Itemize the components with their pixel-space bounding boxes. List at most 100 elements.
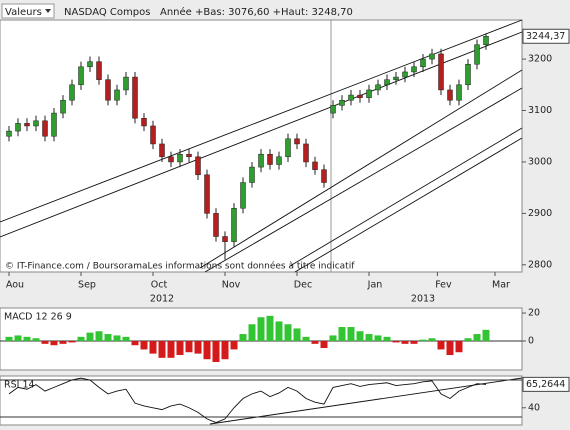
candle-body [321,169,327,183]
candle-body [267,153,273,165]
macd-bar [293,328,301,342]
macd-bar [464,338,472,342]
trend-line [199,69,523,269]
candle-body [393,76,399,80]
x-tick-label: Aou [6,280,24,291]
candle-body [186,153,192,158]
candle-body [429,53,435,60]
macd-bar [455,341,463,353]
candle-body [330,105,336,114]
candle-body [465,63,471,86]
macd-bar [50,341,58,346]
macd-bar [383,336,391,342]
candle-body [177,153,183,163]
rsi-panel [0,375,523,426]
macd-bar [482,329,490,342]
macd-bar [86,332,94,342]
menu-box[interactable] [1,3,55,19]
candle-body [168,156,174,163]
macd-bar [59,341,67,344]
macd-bar [401,341,409,344]
candle-body [78,66,84,86]
x-tick-label: Jan [367,280,383,291]
candle-body [357,94,363,98]
candle-body [483,36,489,45]
candle-body [150,125,156,145]
trend-line [204,87,523,273]
macd-bar [203,341,211,360]
macd-bar [149,341,157,354]
trend-line [289,127,523,267]
candle-body [6,130,12,137]
symbol: NASDAQ Compos [64,7,150,18]
candle-body [474,44,480,65]
candle-body [15,123,21,132]
candle-body [132,76,138,119]
macd-bar [374,335,382,342]
panel-title: RSI 14 [4,380,35,391]
candle-body [33,120,39,127]
macd-bar [320,341,328,349]
macd-bar [356,331,364,342]
macd-bar [347,327,355,342]
y-tick-label: 0 [528,336,534,347]
candle-body [231,207,237,242]
macd-bar [428,338,436,342]
y-tick-label: 20 [528,308,540,319]
macd-bar [41,341,49,344]
macd-bar [113,335,121,342]
candle-body [384,79,390,86]
macd-bar [194,341,202,354]
menu-arrow[interactable] [45,9,51,13]
x-tick-label: Oct [151,280,168,291]
macd-bar [275,321,283,342]
candle-body [60,99,66,114]
macd-bar [158,341,166,358]
y-tick-label: 2800 [528,259,552,270]
trend-line [0,19,523,223]
x-tick-label: Sep [78,280,96,291]
candle-body [375,84,381,91]
candle-body [204,174,210,214]
macd-bar [176,341,184,356]
watermark: © IT-Finance.com / BoursoramaLes informa… [5,261,355,272]
y-tick-label: 2900 [528,208,552,219]
macd-bar [95,331,103,342]
macd-bar [329,335,337,342]
macd-bar [122,336,130,342]
last-value-tag [522,376,570,392]
trend-line [0,31,523,238]
candle-body [213,213,219,237]
y-tick-label: 40 [528,402,540,413]
panel-title: MACD 12 26 9 [4,312,72,323]
macd-bar [410,341,418,344]
candle-body [51,112,57,137]
macd-bar [392,341,400,343]
x-tick-label: Fev [435,280,452,291]
macd-bar [212,341,220,363]
trend-line [294,137,523,273]
macd-bar [239,334,247,342]
macd-bar [338,327,346,342]
candle-body [24,123,30,127]
candle-body [258,153,264,168]
candle-body [294,138,300,145]
trend-lines [0,19,523,425]
macd-bar [266,315,274,342]
x-tick-label: Nov [222,280,241,291]
candle-body [420,58,426,68]
candle-body [312,161,318,170]
last-value-label: 3244,37 [526,31,565,42]
macd-bar [14,335,22,342]
macd-bar [257,317,265,342]
trend-line [209,377,523,425]
candle-body [96,61,102,80]
candle-body [240,182,246,209]
candle-body [411,66,417,73]
macd-bar [473,334,481,342]
macd-bar [419,339,427,342]
macd-bar [230,341,238,350]
menu[interactable]: Valeurs [5,7,42,18]
